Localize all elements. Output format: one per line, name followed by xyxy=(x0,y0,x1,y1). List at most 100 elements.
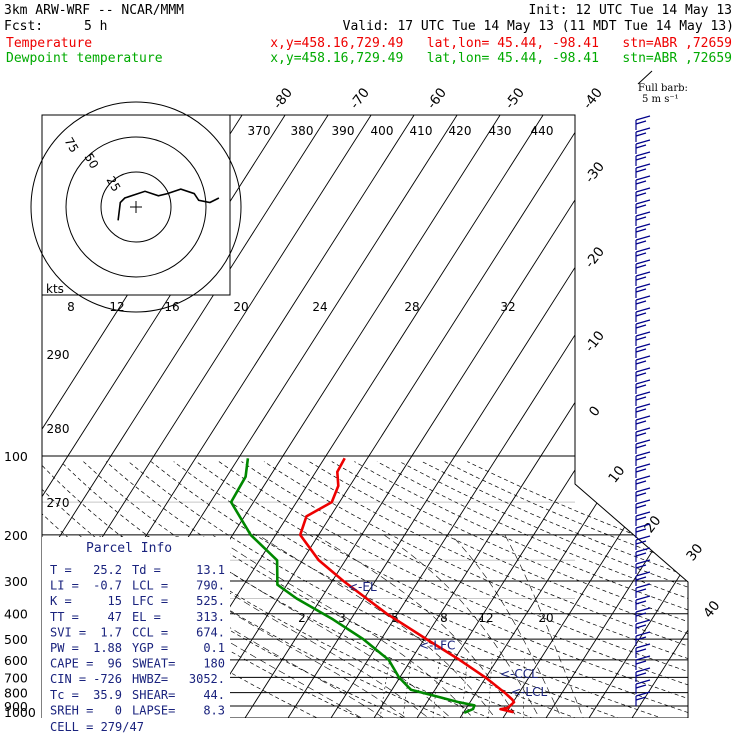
pressure-label: 700 xyxy=(4,670,28,685)
wind-barb-flag xyxy=(635,648,647,653)
isotherm-line xyxy=(612,115,688,718)
wind-barb-flag xyxy=(635,283,651,289)
wind-barb-flag xyxy=(635,391,651,397)
parcel-info-key: LFC = xyxy=(132,594,168,608)
wind-barb-flag xyxy=(635,547,651,553)
wind-barb-flag xyxy=(635,372,647,377)
wind-barb-flag xyxy=(635,492,647,497)
wind-barb-flag xyxy=(635,516,647,521)
pressure-label: 900 xyxy=(4,699,28,714)
wind-barb-flag xyxy=(635,295,651,301)
wind-barb-flag xyxy=(635,271,651,277)
wind-barb-flag xyxy=(635,420,647,425)
parcel-info-key: CCL = xyxy=(132,625,168,639)
dry-adiabat xyxy=(399,461,688,718)
wind-barb-flag xyxy=(635,475,651,481)
mixing-ratio-line xyxy=(379,657,391,718)
hodograph-ring-label: 75 xyxy=(62,135,82,155)
wind-barb-flag xyxy=(635,588,647,593)
parcel-info-cell: CELL = 279/47 xyxy=(50,720,144,734)
isotherm-label: 10 xyxy=(605,463,628,486)
barb-legend-sample xyxy=(637,70,653,85)
parcel-info-value: 674. xyxy=(196,625,225,639)
wind-barb-flag xyxy=(635,667,651,673)
hodograph-ring-label: 25 xyxy=(104,174,124,194)
dry-adiabat xyxy=(173,461,688,718)
wind-barb-flag xyxy=(635,252,647,257)
wind-barb-flag xyxy=(635,139,651,145)
isotherm-label: -70 xyxy=(347,85,373,112)
wind-barb-flag xyxy=(635,120,647,125)
parcel-info-value: 0 xyxy=(115,703,122,717)
isotherm-line xyxy=(569,115,688,718)
temperature-profile-line xyxy=(298,457,516,714)
wind-barb-flag xyxy=(635,216,647,221)
wind-barb-flag xyxy=(635,456,647,461)
wind-barb-flag xyxy=(635,444,647,449)
hodograph-ring xyxy=(65,136,207,278)
wind-barb-flag xyxy=(635,331,651,337)
barb-legend-title: Full barb: xyxy=(638,83,688,94)
parcel-info-key: LAPSE= xyxy=(132,703,175,717)
speed-label: 12 xyxy=(109,300,124,314)
parcel-info-value: 8.3 xyxy=(203,703,225,717)
parcel-info-value: 1.7 xyxy=(100,625,122,639)
wind-barb-flag xyxy=(635,571,651,577)
wind-barb-flag xyxy=(635,612,647,617)
wind-barb-flag xyxy=(635,156,647,161)
parcel-info-value: 3052. xyxy=(189,672,225,686)
wind-barb-flag xyxy=(635,552,647,557)
level-annotation: <-LCL xyxy=(511,685,547,699)
wind-barb-flag xyxy=(635,384,647,389)
mixing-ratio-line xyxy=(488,657,493,718)
wind-barb-flag xyxy=(635,631,651,637)
parcel-info-value: 35.9 xyxy=(93,688,122,702)
wind-barb-flag xyxy=(635,595,651,601)
forecast-value: 5 h xyxy=(84,19,108,34)
isotherm-line xyxy=(42,115,391,718)
parcel-info-value: -0.7 xyxy=(93,579,122,593)
init-time: Init: 12 UTC Tue 14 May 13 xyxy=(528,3,733,18)
pressure-label: 100 xyxy=(4,449,28,464)
pressure-label: 1000 xyxy=(4,705,36,720)
parcel-info-key: LI = xyxy=(50,579,79,593)
theta-label: 400 xyxy=(371,124,394,138)
mixing-ratio-label: 20 xyxy=(538,611,553,625)
wind-barb-flag xyxy=(635,355,651,361)
isotherm-line xyxy=(182,115,606,718)
wind-barb-flag xyxy=(635,600,647,605)
parcel-info-value: 25.2 xyxy=(93,563,122,577)
parcel-info-value: 1.88 xyxy=(93,641,122,655)
parcel-info-key: T = xyxy=(50,563,72,577)
parcel-info-value: 525. xyxy=(196,594,225,608)
hodograph-trace xyxy=(117,188,220,221)
moist-adiabat xyxy=(504,534,586,718)
parcel-info-value: -726 xyxy=(93,672,122,686)
wind-barb-flag xyxy=(635,240,647,245)
wind-barb-flag xyxy=(635,535,651,541)
wind-barb-flag xyxy=(635,504,647,509)
mixing-ratio-line xyxy=(401,657,412,718)
parcel-info-key: Tc = xyxy=(50,688,79,702)
isotherm-label: 20 xyxy=(641,513,664,536)
parcel-info-key: Td = xyxy=(132,563,161,577)
wind-barb-flag xyxy=(635,235,651,241)
wind-barb-flag xyxy=(635,127,651,133)
valid-time: Valid: 17 UTC Tue 14 May 13 (11 MDT Tue … xyxy=(342,19,734,34)
wind-barb-flag xyxy=(635,259,651,265)
wind-barb-flag xyxy=(635,684,647,689)
mixing-ratio-label: 3 xyxy=(338,611,346,625)
theta-label: 420 xyxy=(449,124,472,138)
mixing-ratio-line xyxy=(522,657,526,718)
isotherm-label: -40 xyxy=(580,85,606,112)
wind-barb-flag xyxy=(635,168,647,173)
speed-label: 20 xyxy=(233,300,248,314)
parcel-info-value: 13.1 xyxy=(196,563,225,577)
isotherm-label: 40 xyxy=(700,598,723,621)
parcel-info-panel xyxy=(42,537,230,718)
isotherm-line xyxy=(42,115,348,718)
hodograph-ring xyxy=(30,101,242,313)
pressure-label: 500 xyxy=(4,632,28,647)
wind-barb-flag xyxy=(635,583,651,589)
